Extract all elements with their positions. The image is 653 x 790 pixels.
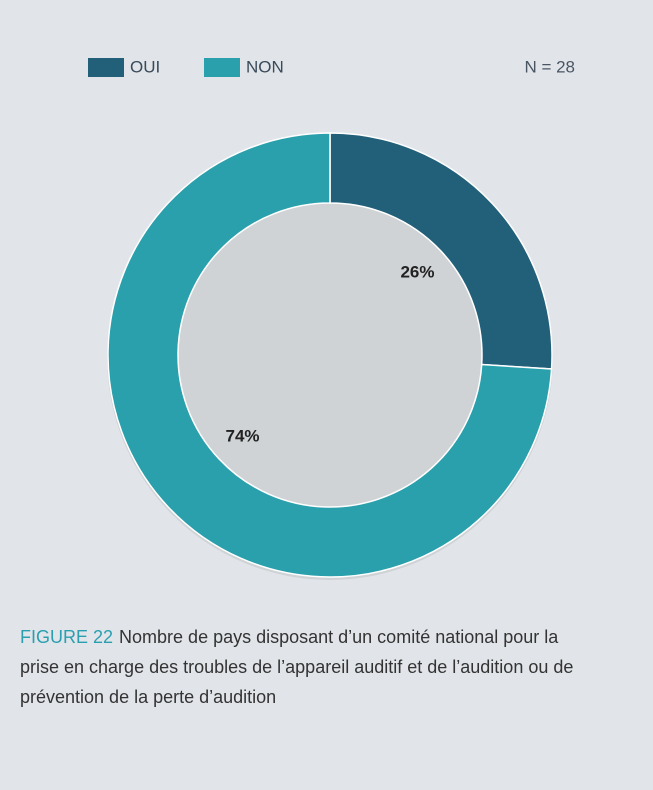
value-label: 26%	[400, 262, 434, 281]
figure-label: FIGURE 22	[20, 627, 114, 647]
donut-slice	[329, 132, 553, 370]
chart: N = 28 OUI NON 26% 74%	[88, 57, 575, 580]
sample-size: N = 28	[524, 57, 575, 76]
caption: FIGURE 22 Nombre de pays disposant d’un c…	[20, 622, 600, 712]
donut-slice	[107, 132, 553, 578]
legend-label: NON	[246, 57, 284, 76]
caption-text: Nombre de pays disposant d’un comité nat…	[20, 627, 574, 707]
value-label: 74%	[226, 427, 260, 446]
legend-label: OUI	[130, 57, 160, 76]
legend-swatch	[204, 58, 240, 77]
legend-swatch	[88, 58, 124, 77]
